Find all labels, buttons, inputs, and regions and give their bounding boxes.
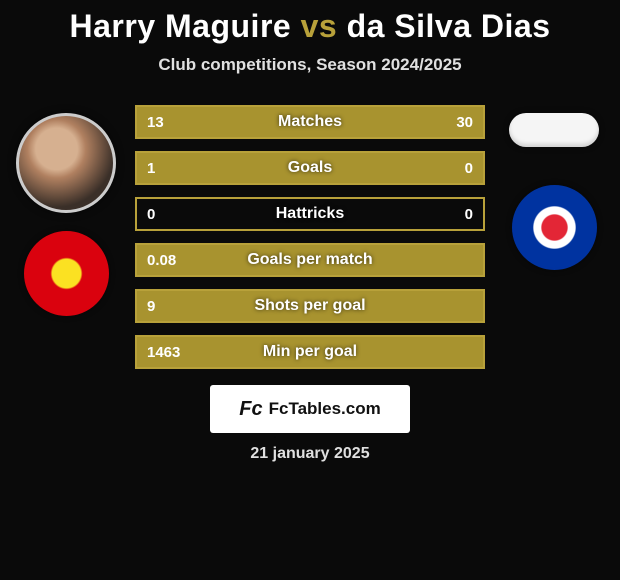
stat-value-right: [463, 245, 483, 275]
stat-value-right: 30: [446, 107, 483, 137]
stat-label: Shots per goal: [137, 297, 483, 315]
subtitle: Club competitions, Season 2024/2025: [0, 55, 620, 75]
stat-label: Goals: [137, 159, 483, 177]
player1-column: [11, 105, 121, 316]
branding-logo-icon: Fc: [239, 398, 262, 421]
stat-value-right: 0: [455, 199, 483, 229]
page-title: Harry Maguire vs da Silva Dias: [0, 8, 620, 45]
date-label: 21 january 2025: [250, 445, 369, 463]
vs-label: vs: [301, 8, 338, 44]
branding-badge[interactable]: Fc FcTables.com: [210, 385, 410, 433]
player2-name: da Silva Dias: [347, 8, 551, 44]
stat-value-right: [463, 337, 483, 367]
stat-label: Min per goal: [137, 343, 483, 361]
comparison-card: Harry Maguire vs da Silva Dias Club comp…: [0, 0, 620, 580]
stat-value-right: [463, 291, 483, 321]
stat-label: Hattricks: [137, 205, 483, 223]
footer: Fc FcTables.com 21 january 2025: [0, 385, 620, 463]
stat-row: 0Hattricks0: [135, 197, 485, 231]
stat-row: 0.08Goals per match: [135, 243, 485, 277]
player2-club-logo: [512, 185, 597, 270]
stat-label: Goals per match: [137, 251, 483, 269]
player1-avatar: [16, 113, 116, 213]
stat-row: 1Goals0: [135, 151, 485, 185]
main-content: 13Matches301Goals00Hattricks00.08Goals p…: [0, 105, 620, 369]
player1-club-logo: [24, 231, 109, 316]
stat-row: 13Matches30: [135, 105, 485, 139]
stat-row: 1463Min per goal: [135, 335, 485, 369]
player2-avatar: [509, 113, 599, 147]
stat-value-right: 0: [455, 153, 483, 183]
player2-column: [499, 105, 609, 270]
stats-table: 13Matches301Goals00Hattricks00.08Goals p…: [135, 105, 485, 369]
stat-row: 9Shots per goal: [135, 289, 485, 323]
player1-name: Harry Maguire: [70, 8, 292, 44]
stat-label: Matches: [137, 113, 483, 131]
branding-site: FcTables.com: [269, 399, 381, 419]
